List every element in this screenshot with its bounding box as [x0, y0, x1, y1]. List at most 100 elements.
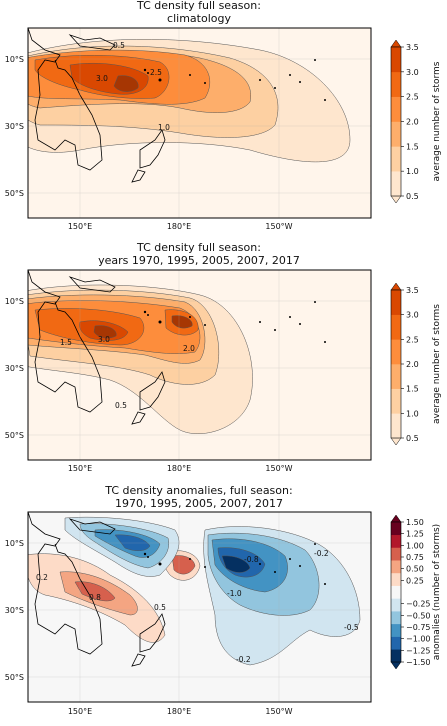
colorbar-segment	[391, 623, 401, 637]
colorbar-segment	[391, 547, 401, 561]
colorbar-segment	[391, 388, 401, 414]
colorbar-tick-label: 0.25	[406, 576, 424, 585]
panel3-pos-0.75b	[171, 555, 196, 575]
colorbar-tick-label: 3.5	[406, 43, 419, 52]
panel1-contour-label: 1.0	[158, 123, 170, 132]
colorbar-tick-label: 1.0	[406, 167, 419, 176]
y-tick-label: 50°S	[5, 189, 24, 198]
y-tick-label: 50°S	[5, 431, 24, 440]
colorbar-segment	[391, 96, 401, 122]
colorbar-segment	[391, 636, 401, 650]
panel1-contour-label: 2.5	[150, 68, 162, 77]
y-tick-label: 10°S	[5, 297, 24, 306]
colorbar-tick-label: 2.0	[406, 118, 419, 127]
colorbar-tick-label: 1.0	[406, 409, 419, 418]
panel1-frame	[27, 27, 372, 219]
panel1-islands	[143, 59, 326, 101]
colorbar-segment	[391, 171, 401, 197]
colorbar-segment	[391, 560, 401, 574]
panel3-colorbar: −1.50 −1.25 −1.00 −0.75 −0.50 −0.25 0.25 0.50 0.…	[390, 514, 442, 670]
colorbar-tick-label: 3.5	[406, 286, 419, 295]
colorbar-segment	[391, 47, 401, 73]
y-tick-label: 10°S	[5, 55, 24, 64]
colorbar-segment	[391, 534, 401, 548]
panel2-coastlines	[28, 270, 166, 425]
colorbar-tick-label: 0.5	[406, 192, 419, 201]
colorbar-tick-label: 1.5	[406, 385, 419, 394]
y-tick-label: 10°S	[5, 539, 24, 548]
panel3-contour-label: -0.2	[236, 655, 251, 664]
colorbar-segment	[391, 413, 401, 439]
panel3-title-line1: TC density anomalies, full season:	[104, 484, 292, 497]
colorbar-tick-label: 2.5	[406, 93, 419, 102]
colorbar-tick-label: 1.50	[406, 518, 424, 527]
panel1-contour-label: 3.0	[96, 74, 108, 83]
panel3-map: 0.2 0.8 0.5 -0.8 -0.2 -1.0 -0.5 -0.2	[28, 512, 371, 702]
colorbar-segment	[391, 649, 401, 663]
panel1-gridlines	[28, 28, 371, 218]
colorbar-tick-label: 0.75	[406, 553, 424, 562]
panel3-pos-0.75	[74, 581, 116, 602]
colorbar-extend-min	[390, 661, 402, 670]
colorbar-tick-label: −1.50	[406, 658, 431, 667]
panel2-title-line2: years 1970, 1995, 2005, 2007, 2017	[98, 254, 300, 267]
colorbar-tick-label: −0.25	[406, 600, 431, 609]
y-tick-label: 30°S	[5, 606, 24, 615]
panel3-gridlines	[28, 512, 371, 702]
colorbar-segment	[391, 339, 401, 365]
panel-anomalies: TC density anomalies, full season: 1970,…	[5, 484, 442, 716]
panel2-map: 1.5 3.0 2.0 0.5	[28, 270, 371, 460]
panel3-contour-label: -0.5	[344, 623, 359, 632]
panel3-contour-label: 0.5	[154, 603, 166, 612]
panel3-coastlines	[28, 512, 166, 667]
colorbar-segment	[391, 71, 401, 97]
panel2-colorbar: 0.5 1.0 1.5 2.0 2.5 3.0 3.5 average number of s…	[390, 282, 442, 446]
x-tick-label: 150°E	[68, 707, 92, 716]
panel3-contour-label: 0.8	[89, 593, 101, 602]
colorbar-tick-label: −1.25	[406, 646, 431, 655]
panel2-axes: 150°E 180°E 150°W 10°S 30°S 50°S	[5, 297, 293, 473]
panel-selected-years: TC density full season: years 1970, 1995…	[5, 241, 442, 473]
y-tick-label: 30°S	[5, 364, 24, 373]
colorbar-extend-min	[390, 195, 402, 204]
panel1-coastlines	[28, 28, 166, 183]
colorbar-extend-max	[390, 514, 402, 523]
colorbar-segment	[391, 598, 401, 612]
colorbar-segment	[391, 585, 401, 599]
colorbar-segment	[391, 121, 401, 147]
colorbar-extend-max	[390, 39, 402, 48]
x-tick-label: 180°E	[167, 222, 191, 231]
panel3-contour-label: -0.8	[244, 555, 259, 564]
colorbar-segment	[391, 146, 401, 172]
colorbar-label: average number of storms	[432, 61, 442, 181]
panel2-contour-3.5	[93, 325, 117, 339]
x-tick-label: 150°W	[265, 707, 292, 716]
colorbar-segment	[391, 572, 401, 586]
panel-climatology: TC density full season: climatology	[5, 0, 442, 231]
colorbar-label: anomalies (number of storms)	[432, 524, 442, 660]
panel1-map: 0.5 1.0 2.5 3.0	[28, 28, 371, 218]
colorbar-tick-label: 3.0	[406, 68, 419, 77]
panel1-colorbar: 0.5 1.0 1.5 2.0 2.5 3.0 3.5 average number of s…	[390, 39, 442, 204]
colorbar-tick-label: 1.25	[406, 530, 424, 539]
panel1-title-line1: TC density full season:	[136, 0, 261, 12]
colorbar-tick-label: −1.00	[406, 635, 431, 644]
panel3-islands	[143, 543, 326, 585]
x-tick-label: 150°W	[265, 222, 292, 231]
colorbar-tick-label: 2.0	[406, 360, 419, 369]
colorbar-extend-max	[390, 282, 402, 291]
colorbar-tick-label: 1.00	[406, 541, 424, 550]
panel2-contour-label: 2.0	[183, 344, 195, 353]
panel3-contour-label: 0.2	[36, 573, 48, 582]
panel2-gridlines	[28, 270, 371, 460]
panel3-title-line2: 1970, 1995, 2005, 2007, 2017	[115, 497, 283, 510]
y-tick-label: 30°S	[5, 122, 24, 131]
colorbar-label: average number of storms	[432, 304, 442, 424]
panel1-contour-label: 0.5	[113, 41, 125, 50]
colorbar-tick-label: 3.0	[406, 311, 419, 320]
colorbar-segment	[391, 364, 401, 389]
colorbar-tick-label: 0.50	[406, 565, 424, 574]
colorbar-tick-label: 1.5	[406, 142, 419, 151]
y-tick-label: 50°S	[5, 673, 24, 682]
